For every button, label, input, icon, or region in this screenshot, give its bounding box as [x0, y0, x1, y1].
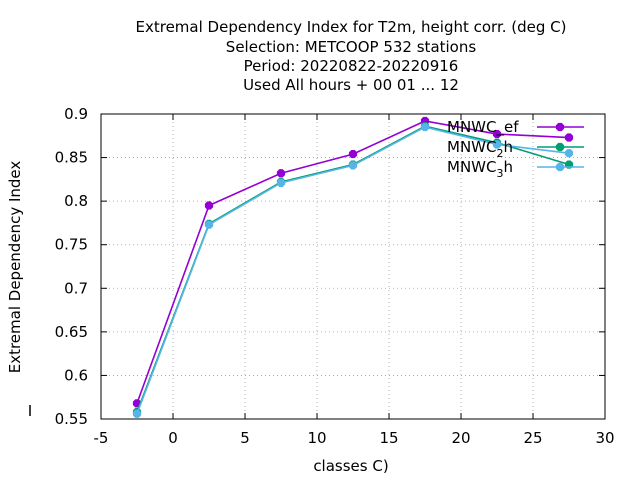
x-axis-label: classes C) — [313, 457, 388, 475]
series — [132, 116, 574, 418]
legend-swatch-marker — [555, 122, 565, 132]
y-tick-label: 0.55 — [55, 410, 88, 428]
data-point — [204, 201, 214, 210]
title-line-4: Used All hours + 00 01 ... 12 — [243, 76, 459, 94]
legend-entry-3: MNWC3h — [447, 158, 584, 180]
x-tick-label: 10 — [307, 429, 326, 447]
x-tick-label: 20 — [451, 429, 470, 447]
data-point — [204, 220, 214, 229]
y-tick-label: 0.85 — [55, 149, 88, 167]
data-point — [132, 409, 142, 418]
data-point — [276, 178, 286, 187]
x-tick-label: 0 — [168, 429, 178, 447]
x-tick-label: 5 — [240, 429, 250, 447]
x-tick-label: 15 — [379, 429, 398, 447]
legend-label: MNWC_ef — [447, 118, 519, 137]
data-point — [492, 129, 502, 139]
y-axis-label: Extremal Dependency Index — [6, 161, 24, 374]
x-tick-label: 25 — [523, 429, 542, 447]
title-line-1: Extremal Dependency Index for T2m, heigh… — [136, 18, 567, 36]
data-point — [276, 169, 286, 178]
legend-entry-2: MNWC2h — [447, 138, 584, 160]
x-tick-label: 30 — [595, 429, 614, 447]
series-1 — [132, 116, 574, 408]
series-3 — [132, 122, 574, 418]
y-tick-label: 0.65 — [55, 323, 88, 341]
y-tick-label: 0.75 — [55, 236, 88, 254]
grid — [101, 114, 605, 419]
data-point — [492, 140, 502, 149]
legend-swatch-marker — [555, 142, 565, 152]
y-tick-label: 0.7 — [64, 279, 88, 297]
title-line-3: Period: 20220822-20220916 — [244, 57, 459, 75]
data-point — [564, 133, 574, 142]
y-tick-label: 0.8 — [64, 192, 88, 210]
legend-entry-1: MNWC_ef — [447, 118, 584, 137]
y-tick-label: 0.9 — [64, 105, 88, 123]
plot-area-border — [100, 113, 606, 420]
data-point — [348, 161, 358, 170]
axis-ticks: -5 0 5 10 15 20 25 30 0.55 0.6 0.65 0.7 0.75 0.8 0.85 0… — [55, 105, 615, 447]
y-tick-label: 0.6 — [64, 366, 88, 384]
legend-swatch-marker — [555, 162, 565, 172]
data-point — [348, 149, 358, 159]
legend-label: MNWC2h — [447, 138, 513, 160]
data-point — [420, 122, 430, 132]
legend-label: MNWC3h — [447, 158, 513, 180]
data-point — [564, 149, 574, 158]
chart-title: Extremal Dependency Index for T2m, heigh… — [136, 18, 567, 94]
title-line-2: Selection: METCOOP 532 stations — [226, 38, 477, 56]
x-tick-label: -5 — [94, 429, 109, 447]
